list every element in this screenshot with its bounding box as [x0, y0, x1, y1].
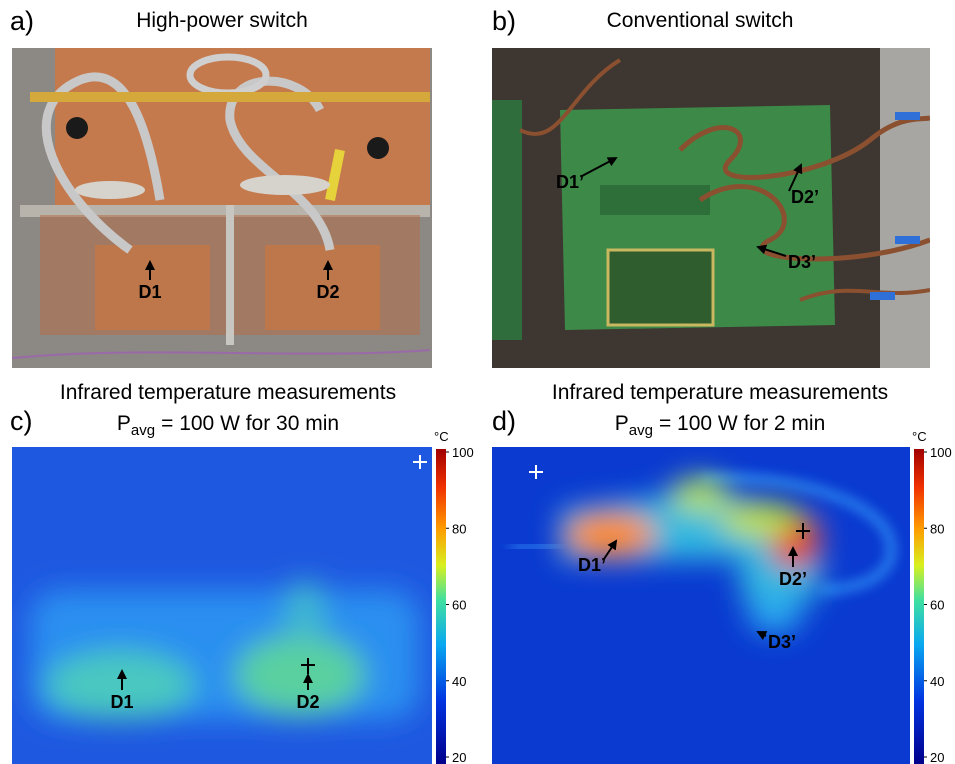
panel-label: d) [492, 406, 516, 436]
colorbar-tick-label: 20 [452, 750, 466, 764]
thermal-image-conventional [492, 447, 910, 764]
colorbar-tick-label: 40 [930, 674, 944, 689]
colorbar-tick-label: 60 [930, 598, 944, 613]
panel-label: c) [10, 406, 33, 436]
diode-label: D1 [110, 692, 133, 712]
diode-label: D3’ [768, 632, 796, 652]
symbol: P [117, 412, 131, 435]
condition-text: = 100 W for 2 min [659, 412, 825, 435]
colorbar [914, 449, 924, 764]
thermal-image-high-power [12, 447, 432, 764]
colorbar-tick-label: 80 [930, 521, 944, 536]
colorbar-tick-label: 60 [452, 598, 466, 613]
subscript: avg [131, 422, 155, 439]
diode-label: D1 [138, 282, 161, 302]
diode-label: D3’ [788, 252, 816, 272]
diode-label: D2’ [791, 187, 819, 207]
figure: a) High-power switch D1 D2 b) Conventional sw… [0, 0, 955, 764]
panel-title: Infrared temperature measurements [60, 381, 396, 404]
colorbar-tick-label: 40 [452, 674, 466, 689]
panel-title: High-power switch [136, 9, 308, 32]
diode-label: D1’ [578, 555, 606, 575]
panel-label: b) [492, 6, 516, 36]
diode-label: D2 [316, 282, 339, 302]
colorbar-unit: °C [912, 429, 927, 444]
panel-label: a) [10, 6, 34, 36]
photo-high-power [12, 48, 432, 368]
panel-title: Conventional switch [607, 9, 794, 32]
diode-label: D2’ [779, 569, 807, 589]
colorbar-unit: °C [434, 429, 449, 444]
photo-conventional [492, 48, 930, 368]
colorbar [436, 449, 446, 764]
panel-condition: Pavg = 100 W for 2 min [615, 412, 826, 439]
panel-condition: Pavg = 100 W for 30 min [117, 412, 339, 439]
colorbar-tick-label: 100 [930, 445, 952, 460]
panel-title: Infrared temperature measurements [552, 381, 888, 404]
subscript: avg [629, 422, 653, 439]
colorbar-tick-label: 100 [452, 445, 474, 460]
colorbar-tick-label: 80 [452, 521, 466, 536]
colorbar-tick-label: 20 [930, 750, 944, 764]
condition-text: = 100 W for 30 min [161, 412, 339, 435]
symbol: P [615, 412, 629, 435]
diode-label: D2 [296, 692, 319, 712]
diode-label: D1’ [556, 172, 584, 192]
